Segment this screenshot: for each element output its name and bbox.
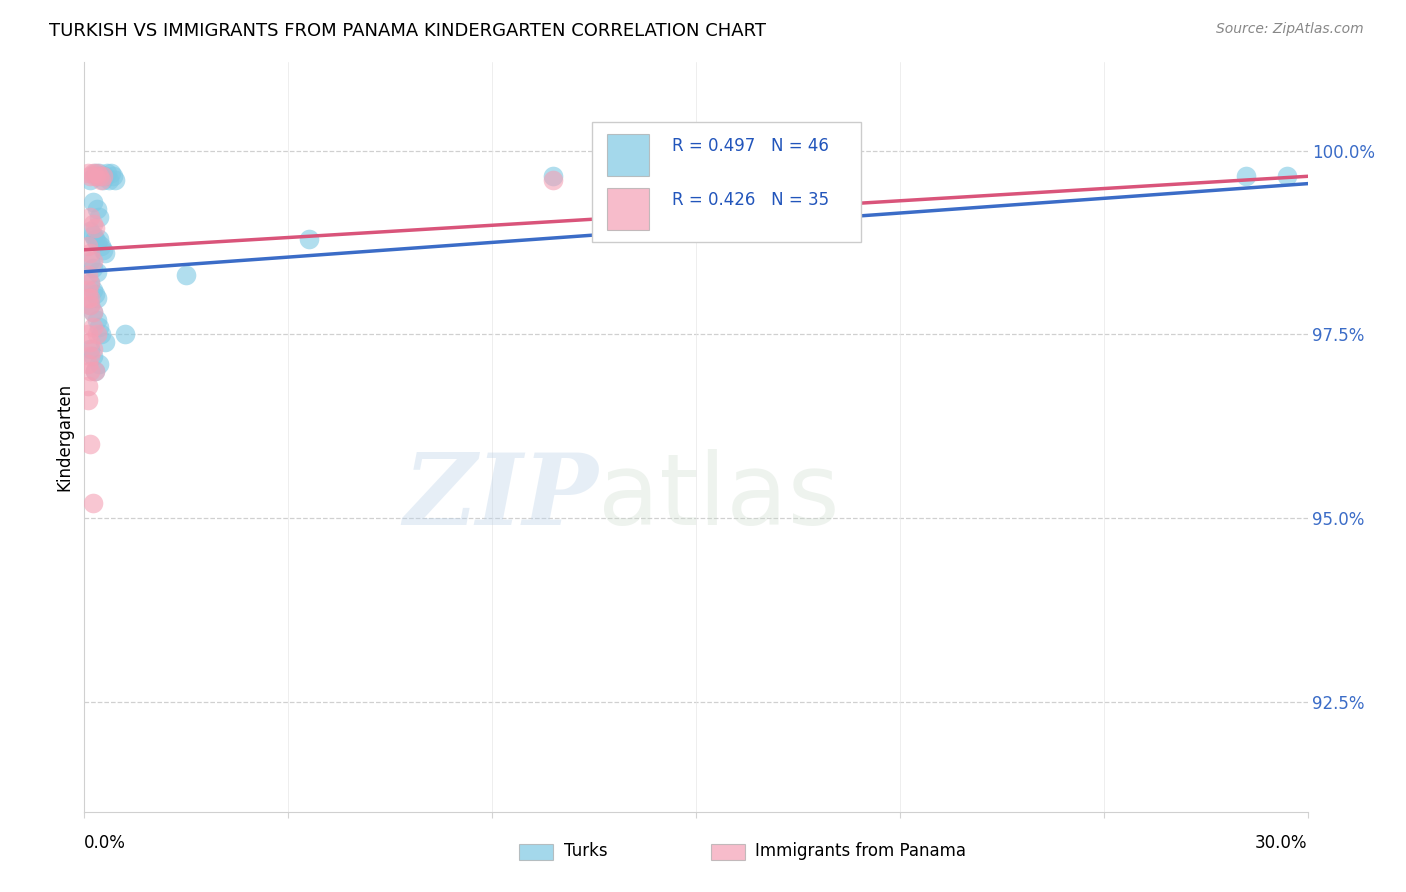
Text: Immigrants from Panama: Immigrants from Panama bbox=[755, 842, 966, 861]
Point bbox=[79, 276, 101, 290]
Point bbox=[91, 169, 114, 184]
Point bbox=[97, 173, 120, 187]
Point bbox=[93, 169, 115, 184]
Bar bbox=[519, 844, 553, 861]
Point bbox=[79, 291, 101, 305]
Point bbox=[82, 261, 104, 276]
Point bbox=[1277, 169, 1299, 184]
Point bbox=[174, 268, 197, 283]
Point bbox=[87, 232, 110, 246]
Point bbox=[93, 246, 115, 260]
Point bbox=[82, 496, 104, 510]
Point bbox=[79, 364, 101, 378]
Text: Source: ZipAtlas.com: Source: ZipAtlas.com bbox=[1216, 22, 1364, 37]
Point bbox=[83, 232, 105, 246]
Point bbox=[91, 173, 114, 187]
Text: 30.0%: 30.0% bbox=[1256, 834, 1308, 852]
Point bbox=[91, 243, 114, 257]
Point bbox=[93, 334, 115, 349]
Point bbox=[104, 173, 127, 187]
Point bbox=[82, 228, 104, 243]
Point bbox=[79, 298, 101, 312]
Point bbox=[82, 194, 104, 209]
Point bbox=[82, 217, 104, 231]
Point bbox=[90, 169, 112, 184]
Point bbox=[86, 235, 108, 250]
Point bbox=[86, 265, 108, 279]
Point bbox=[90, 239, 112, 253]
Point bbox=[86, 166, 108, 180]
Point bbox=[77, 378, 100, 392]
Point bbox=[77, 357, 100, 371]
Point bbox=[86, 327, 108, 342]
Text: R = 0.497   N = 46: R = 0.497 N = 46 bbox=[672, 136, 828, 155]
Point bbox=[543, 169, 565, 184]
Point bbox=[79, 349, 101, 363]
Point bbox=[83, 169, 105, 184]
Point bbox=[79, 169, 101, 184]
Text: ZIP: ZIP bbox=[404, 449, 598, 545]
Point bbox=[77, 166, 100, 180]
Point bbox=[87, 357, 110, 371]
Point bbox=[79, 246, 101, 260]
Point bbox=[101, 169, 124, 184]
Point bbox=[96, 166, 118, 180]
Text: atlas: atlas bbox=[598, 449, 839, 546]
Point bbox=[83, 220, 105, 235]
Text: 0.0%: 0.0% bbox=[84, 834, 127, 852]
Point bbox=[87, 210, 110, 224]
Point bbox=[1236, 169, 1258, 184]
Text: TURKISH VS IMMIGRANTS FROM PANAMA KINDERGARTEN CORRELATION CHART: TURKISH VS IMMIGRANTS FROM PANAMA KINDER… bbox=[49, 22, 766, 40]
Point bbox=[86, 202, 108, 217]
Point bbox=[83, 286, 105, 301]
Bar bbox=[592, 122, 860, 243]
Text: Turks: Turks bbox=[564, 842, 607, 861]
Point bbox=[79, 224, 101, 238]
Bar bbox=[606, 135, 650, 177]
Point bbox=[82, 342, 104, 356]
Point bbox=[79, 342, 101, 356]
Point bbox=[86, 291, 108, 305]
Point bbox=[77, 268, 100, 283]
Point bbox=[77, 291, 100, 305]
Point bbox=[82, 305, 104, 319]
Point bbox=[79, 210, 101, 224]
Point bbox=[79, 437, 101, 451]
Point bbox=[543, 173, 565, 187]
Bar bbox=[606, 188, 650, 230]
Point bbox=[87, 169, 110, 184]
Point bbox=[86, 169, 108, 184]
Point bbox=[77, 283, 100, 297]
Point bbox=[79, 276, 101, 290]
Point bbox=[83, 364, 105, 378]
Point bbox=[77, 327, 100, 342]
Point bbox=[77, 239, 100, 253]
Point bbox=[79, 298, 101, 312]
Point bbox=[82, 283, 104, 297]
Point bbox=[79, 334, 101, 349]
Point bbox=[298, 232, 321, 246]
Point bbox=[82, 305, 104, 319]
Text: R = 0.426   N = 35: R = 0.426 N = 35 bbox=[672, 191, 828, 209]
Point bbox=[83, 166, 105, 180]
Point bbox=[90, 173, 112, 187]
Point bbox=[79, 253, 101, 268]
Point bbox=[87, 166, 110, 180]
Point bbox=[77, 393, 100, 408]
Point bbox=[82, 166, 104, 180]
Point bbox=[82, 319, 104, 334]
Point bbox=[82, 349, 104, 363]
Point bbox=[114, 327, 136, 342]
Point bbox=[82, 253, 104, 268]
Y-axis label: Kindergarten: Kindergarten bbox=[55, 383, 73, 491]
Point bbox=[87, 319, 110, 334]
Point bbox=[100, 166, 122, 180]
Point bbox=[90, 327, 112, 342]
Point bbox=[86, 312, 108, 326]
Bar bbox=[710, 844, 745, 861]
Point bbox=[79, 173, 101, 187]
Point bbox=[83, 364, 105, 378]
